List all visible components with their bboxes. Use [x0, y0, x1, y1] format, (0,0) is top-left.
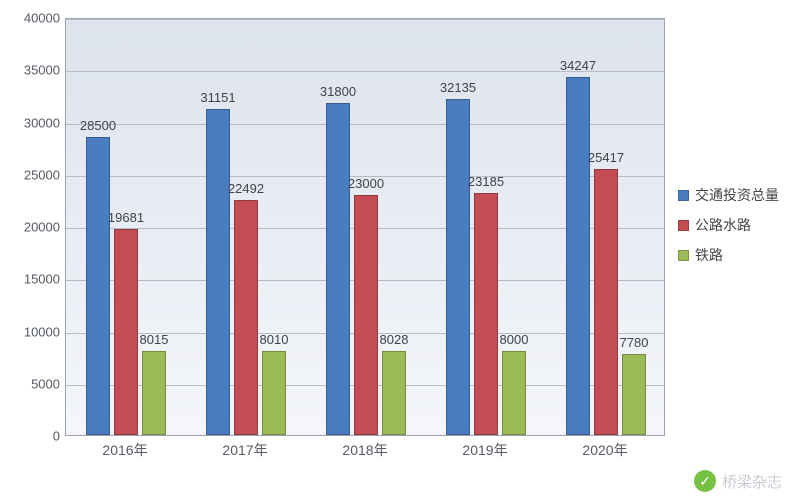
- bar-group: 32135 23185 8000: [426, 19, 546, 435]
- bar: [206, 109, 230, 435]
- legend-item: 交通投资总量: [678, 185, 779, 205]
- bar: [446, 99, 470, 435]
- watermark-text: 桥梁杂志: [722, 471, 782, 492]
- x-tick-label: 2017年: [185, 440, 305, 460]
- y-tick-label: 10000: [5, 324, 60, 339]
- data-label: 25417: [576, 150, 636, 165]
- data-label: 28500: [68, 118, 128, 133]
- legend-label: 交通投资总量: [695, 185, 779, 205]
- y-tick-label: 0: [5, 429, 60, 444]
- y-tick-label: 25000: [5, 167, 60, 182]
- bar: [382, 351, 406, 435]
- y-tick-label: 20000: [5, 220, 60, 235]
- data-label: 23185: [456, 174, 516, 189]
- legend-swatch: [678, 220, 689, 231]
- data-label: 31800: [308, 84, 368, 99]
- bar: [234, 200, 258, 435]
- data-label: 8015: [124, 332, 184, 347]
- data-label: 34247: [548, 58, 608, 73]
- y-tick-label: 30000: [5, 115, 60, 130]
- data-label: 8010: [244, 332, 304, 347]
- legend-item: 公路水路: [678, 215, 779, 235]
- y-tick-label: 35000: [5, 63, 60, 78]
- bar: [622, 354, 646, 435]
- bar-group: 34247 25417 7780: [546, 19, 666, 435]
- bar: [502, 351, 526, 435]
- bar: [326, 103, 350, 435]
- x-tick-label: 2019年: [425, 440, 545, 460]
- data-label: 31151: [188, 90, 248, 105]
- legend-swatch: [678, 190, 689, 201]
- data-label: 22492: [216, 181, 276, 196]
- data-label: 19681: [96, 210, 156, 225]
- y-tick-label: 40000: [5, 11, 60, 26]
- data-label: 32135: [428, 80, 488, 95]
- watermark: ✓ 桥梁杂志: [694, 470, 782, 492]
- legend-label: 铁路: [695, 245, 723, 265]
- bar: [142, 351, 166, 435]
- bar: [354, 195, 378, 435]
- chart-container: 28500 19681 8015 31151 22492 8010 31800 23000 80…: [0, 0, 800, 502]
- bar: [474, 193, 498, 435]
- bar-group: 28500 19681 8015: [66, 19, 186, 435]
- bar: [262, 351, 286, 435]
- x-tick-label: 2016年: [65, 440, 185, 460]
- y-tick-label: 15000: [5, 272, 60, 287]
- x-tick-label: 2020年: [545, 440, 665, 460]
- plot-area: 28500 19681 8015 31151 22492 8010 31800 23000 80…: [65, 18, 665, 436]
- data-label: 7780: [604, 335, 664, 350]
- y-tick-label: 5000: [5, 376, 60, 391]
- bar: [86, 137, 110, 435]
- legend-swatch: [678, 250, 689, 261]
- watermark-icon: ✓: [694, 470, 716, 492]
- data-label: 8000: [484, 332, 544, 347]
- legend-item: 铁路: [678, 245, 779, 265]
- data-label: 23000: [336, 176, 396, 191]
- bar-group: 31800 23000 8028: [306, 19, 426, 435]
- bar: [594, 169, 618, 435]
- legend-label: 公路水路: [695, 215, 751, 235]
- legend: 交通投资总量 公路水路 铁路: [678, 175, 779, 275]
- x-tick-label: 2018年: [305, 440, 425, 460]
- bar-group: 31151 22492 8010: [186, 19, 306, 435]
- bar: [566, 77, 590, 435]
- data-label: 8028: [364, 332, 424, 347]
